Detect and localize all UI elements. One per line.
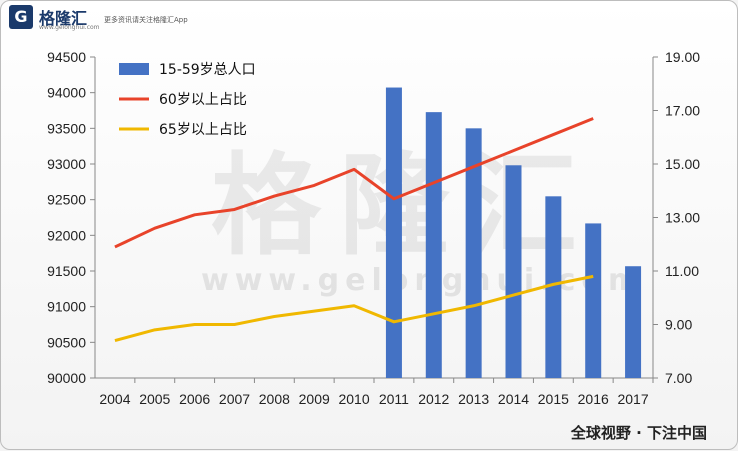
left-tick-label: 94000 [47,85,86,101]
series-line [114,117,594,249]
left-tick-label: 92000 [47,227,86,243]
bar [385,87,402,378]
x-tick-label: 2017 [617,391,648,407]
x-tick-label: 2009 [299,391,330,407]
bar [465,128,482,378]
left-tick-label: 91000 [47,299,86,315]
legend-label: 15-59岁总人口 [159,62,256,78]
x-tick-label: 2014 [498,391,529,407]
x-tick-label: 2008 [259,391,290,407]
right-tick-label: 13.00 [665,210,700,226]
left-tick-label: 94500 [47,49,86,65]
bar-series [385,87,642,379]
x-tick-label: 2006 [179,391,210,407]
left-tick-label: 90000 [47,370,86,386]
left-tick-label: 90500 [47,334,86,350]
right-tick-label: 11.00 [665,263,699,279]
left-tick-label: 91500 [47,263,86,279]
x-tick-label: 2005 [139,391,170,407]
right-tick-label: 9.00 [665,317,692,333]
x-tick-label: 2016 [578,391,609,407]
legend-label: 60岁以上占比 [159,92,247,108]
left-tick-label: 92500 [47,192,86,208]
line-series [114,117,594,342]
brand-name: 格隆汇 [39,9,88,28]
left-tick-label: 93500 [47,120,86,136]
logo-mark: G [9,5,33,29]
x-tick-label: 2012 [418,391,449,407]
brand-logo: G 格隆汇 www.gelonghui.com 更多资讯请关注格隆汇App [9,3,209,35]
x-tick-label: 2011 [379,391,409,407]
x-tick-label: 2010 [338,391,369,407]
legend-label: 65岁以上占比 [159,122,247,138]
right-tick-label: 15.00 [665,156,700,172]
left-tick-label: 93000 [47,156,86,172]
footer-slogan: 全球视野 · 下注中国 [570,424,707,442]
legend-swatch-bar [119,63,149,75]
series-line [114,274,594,342]
x-tick-label: 2007 [219,391,250,407]
bar [585,223,602,378]
right-tick-label: 7.00 [665,370,692,386]
bar [505,165,522,378]
brand-tagline: 更多资讯请关注格隆汇App [104,16,188,24]
bar [625,266,642,378]
right-tick-label: 17.00 [665,103,700,119]
axes: 90000 90500 91000 91500 92000 92500 93000 93500… [47,49,700,407]
x-tick-label: 2004 [99,391,130,407]
x-tick-label: 2015 [538,391,569,407]
legend: 15-59岁总人口 60岁以上占比 65岁以上占比 [119,62,256,138]
brand-url: www.gelonghui.com [39,24,100,31]
x-tick-label: 2013 [458,391,489,407]
bar [425,112,442,379]
bar [545,196,562,378]
right-tick-label: 19.00 [665,49,700,65]
